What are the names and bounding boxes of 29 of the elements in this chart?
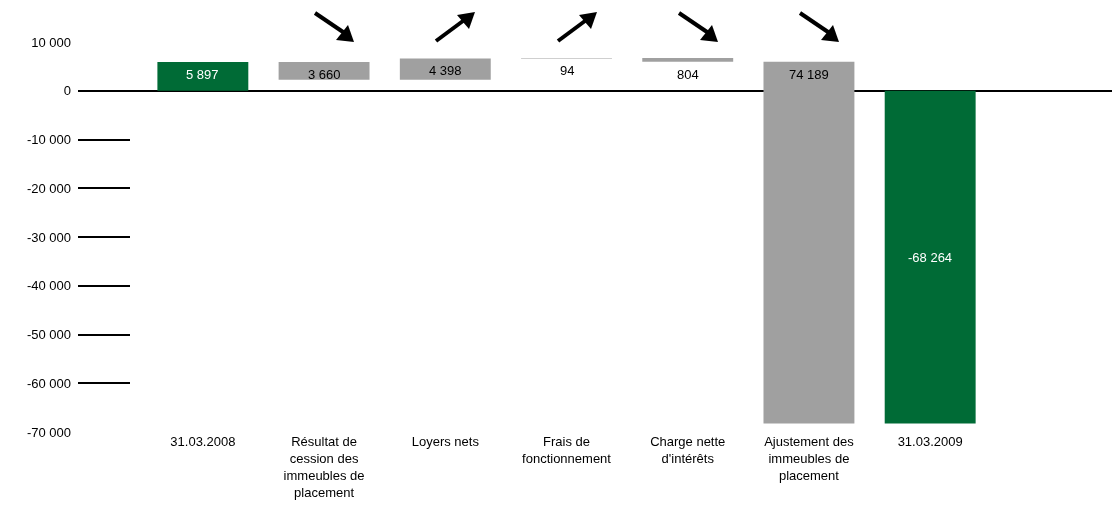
x-tick-label: 31.03.2008 [170, 434, 236, 449]
x-tick-label: Ajustement des immeubles de placement [764, 434, 855, 483]
y-tick-label: -50 000 [26, 327, 71, 343]
data-label: 5 897 [186, 67, 219, 82]
data-label: 74 189 [789, 67, 829, 82]
y-tick-label: 10 000 [31, 34, 71, 50]
y-tick-label: 0 [63, 83, 71, 99]
bar [157, 62, 249, 91]
data-label: 94 [560, 63, 575, 78]
bar [763, 61, 855, 424]
bar [399, 58, 491, 80]
y-tick-label: -60 000 [26, 375, 71, 391]
data-label: 804 [677, 67, 699, 82]
x-tick-label: 31.03.2009 [897, 434, 963, 449]
x-tick-label: Frais de fonctionnement [522, 434, 612, 466]
data-label: 4 398 [429, 63, 462, 78]
bar [278, 62, 370, 80]
bar [884, 90, 976, 424]
y-tick-label: -20 000 [26, 180, 71, 196]
data-label: 3 660 [308, 67, 341, 82]
y-tick-label: -40 000 [26, 278, 71, 294]
x-tick-label: Loyers nets [411, 434, 480, 449]
y-tick-label: -30 000 [26, 229, 71, 245]
data-label: -68 264 [908, 250, 953, 265]
bar [642, 57, 734, 62]
y-tick-label: -70 000 [26, 424, 71, 440]
y-tick-label: -10 000 [26, 132, 71, 148]
x-tick-label: Charge nette d'intérêts [650, 434, 726, 466]
x-tick-label: Résultat de cession des immeubles de placement [283, 434, 365, 500]
